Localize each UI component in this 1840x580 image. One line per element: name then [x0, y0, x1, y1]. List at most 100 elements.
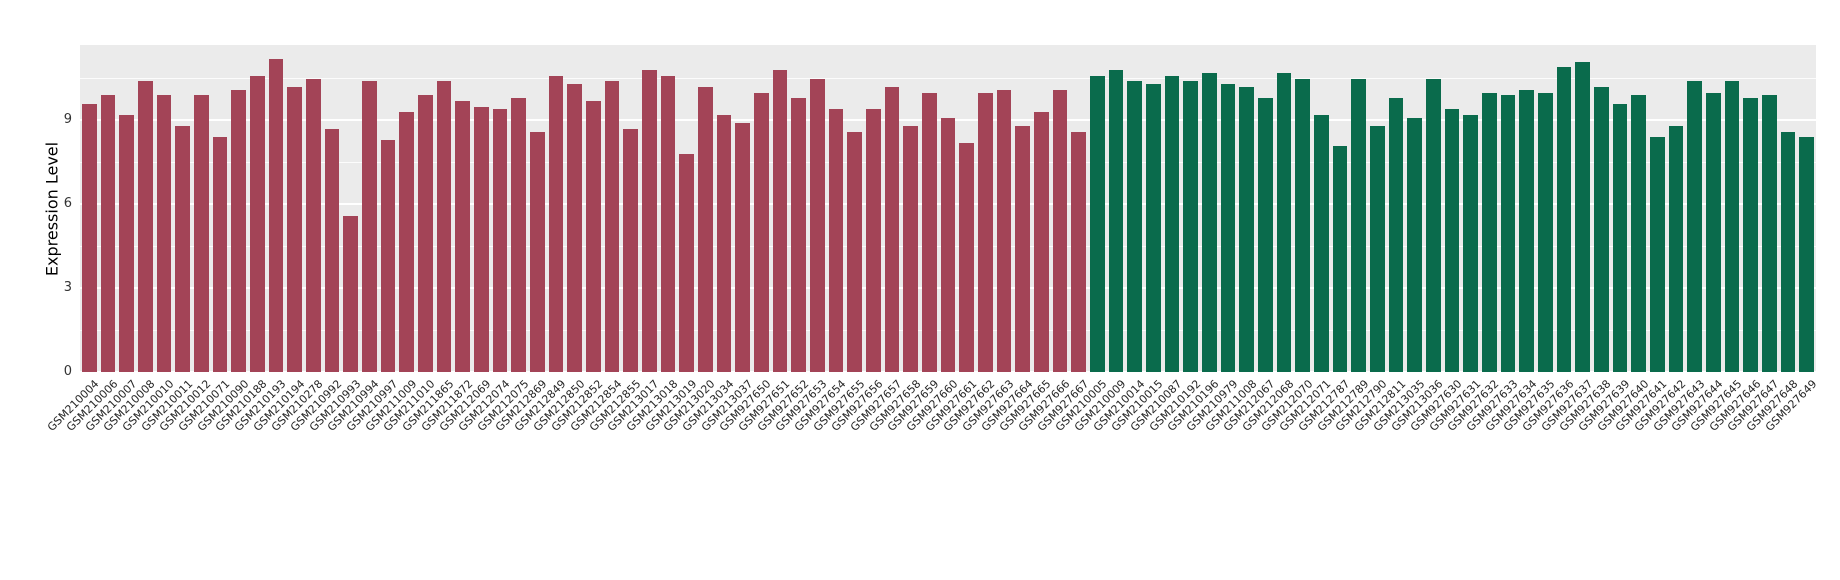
bar — [511, 98, 526, 372]
bar — [82, 103, 97, 372]
bar — [1220, 84, 1236, 372]
plot-panel — [80, 45, 1816, 373]
bar — [959, 142, 974, 372]
bar — [1762, 95, 1777, 372]
bar — [1183, 81, 1198, 372]
bar — [474, 106, 489, 372]
major-gridline — [80, 371, 1816, 373]
bar — [1090, 75, 1105, 372]
bar — [791, 98, 806, 372]
bar — [548, 75, 564, 372]
bar — [660, 75, 676, 372]
bar — [828, 109, 844, 372]
bar — [1108, 70, 1124, 372]
bar — [492, 109, 508, 372]
bar — [194, 95, 209, 372]
bar — [1015, 126, 1030, 372]
bar — [698, 86, 713, 372]
bar — [922, 92, 937, 372]
bar — [884, 86, 900, 372]
bar — [250, 75, 265, 372]
bar — [1500, 95, 1516, 372]
bar — [231, 89, 246, 372]
bar — [1034, 112, 1049, 372]
bar — [604, 81, 620, 372]
bar — [1650, 137, 1665, 372]
bar — [530, 131, 545, 372]
bar — [1724, 81, 1740, 372]
bar — [847, 131, 862, 372]
bar — [996, 89, 1012, 372]
bar — [586, 100, 601, 372]
bar — [1594, 86, 1609, 372]
bar — [1202, 72, 1217, 372]
y-tick-label: 3 — [63, 280, 72, 296]
bar — [175, 126, 190, 372]
bar — [1519, 89, 1534, 372]
bar — [1407, 117, 1422, 372]
bar — [1127, 81, 1142, 372]
bar — [1276, 72, 1292, 372]
bar — [156, 95, 172, 372]
bar — [940, 117, 956, 372]
bar — [343, 215, 358, 372]
bar — [436, 81, 452, 372]
bar — [100, 95, 116, 372]
bar — [1482, 92, 1497, 372]
bar — [1370, 126, 1385, 372]
bar — [1687, 81, 1702, 372]
bar — [1332, 145, 1348, 372]
bar — [1631, 95, 1646, 372]
bar — [1444, 109, 1460, 372]
bar — [642, 70, 657, 372]
bar — [810, 78, 825, 372]
bar — [716, 114, 732, 372]
bar — [1258, 98, 1273, 372]
bar — [1799, 137, 1814, 372]
bar — [679, 154, 694, 372]
bar — [380, 140, 396, 372]
bar — [1743, 98, 1758, 372]
bar — [1295, 78, 1310, 372]
bar — [1388, 98, 1404, 372]
bar — [324, 128, 340, 372]
y-tick-label: 0 — [63, 364, 72, 379]
bar — [1052, 89, 1068, 372]
bar — [754, 92, 769, 372]
bar — [1668, 126, 1684, 372]
bar — [623, 128, 638, 372]
bar — [1538, 92, 1553, 372]
bar — [1164, 75, 1180, 372]
bar — [903, 126, 918, 372]
y-tick-label: 6 — [63, 196, 72, 212]
bar — [1706, 92, 1721, 372]
bar — [1146, 84, 1161, 372]
bar — [1071, 131, 1086, 372]
bar — [1314, 114, 1329, 372]
bar — [1556, 67, 1572, 372]
bar — [306, 78, 321, 372]
bar — [399, 112, 414, 372]
bar — [772, 70, 788, 372]
bar — [866, 109, 881, 372]
bar — [978, 92, 993, 372]
bar — [1575, 61, 1590, 372]
bar — [119, 114, 134, 372]
bar — [567, 84, 582, 372]
bar — [418, 95, 433, 372]
bar — [1780, 131, 1796, 372]
minor-gridline — [80, 78, 1816, 80]
y-tick-label: 9 — [63, 112, 72, 128]
bar — [1612, 103, 1628, 372]
bar — [1426, 78, 1441, 372]
bar — [268, 58, 284, 372]
bar — [287, 86, 302, 372]
bar — [212, 137, 228, 372]
bar — [138, 81, 153, 372]
bar — [455, 100, 470, 372]
bar — [735, 123, 750, 372]
bar — [1351, 78, 1366, 372]
bar — [1239, 86, 1254, 372]
bar — [1463, 114, 1478, 372]
